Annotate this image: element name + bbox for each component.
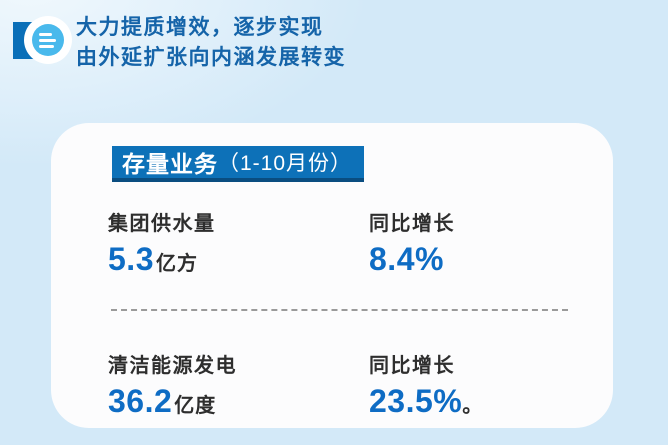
stat-label: 集团供水量 (108, 213, 216, 235)
list-menu-icon (13, 16, 75, 69)
stat-number: 5.3 (108, 241, 154, 277)
header-title-line1: 大力提质增效，逐步实现 (76, 16, 324, 39)
stat-water-growth: 同比增长 8.4% (369, 207, 455, 284)
stat-energy-growth: 同比增长 23.5%。 (369, 349, 482, 426)
header-titles: 大力提质增效，逐步实现 由外延扩张向内涵发展转变 (76, 13, 346, 73)
stat-value: 36.2 亿度 (108, 383, 237, 426)
stat-unit: 亿度 (174, 395, 217, 417)
stat-water-supply: 集团供水量 5.3 亿方 (108, 207, 216, 284)
stat-suffix: 。 (462, 395, 483, 417)
stat-number: 23.5% (369, 383, 463, 419)
stat-unit: 亿方 (155, 253, 198, 275)
stats-card: 存量业务 （1-10月份） 集团供水量 5.3 亿方 同比增长 8.4% 清洁能源… (51, 123, 613, 428)
icon-list-bar (39, 38, 56, 42)
stat-clean-energy: 清洁能源发电 36.2 亿度 (108, 349, 237, 426)
icon-circle-outer (24, 16, 72, 64)
icon-list-bar (39, 44, 54, 48)
stat-label: 同比增长 (369, 355, 455, 377)
stat-value: 5.3 亿方 (108, 241, 216, 284)
dashed-divider (111, 309, 568, 311)
stat-label: 清洁能源发电 (108, 355, 237, 377)
stat-value: 8.4% (369, 241, 455, 284)
header-title-line2: 由外延扩张向内涵发展转变 (76, 46, 346, 69)
stat-number: 8.4% (369, 241, 444, 277)
section-banner: 存量业务 （1-10月份） (112, 146, 365, 182)
header: 大力提质增效，逐步实现 由外延扩张向内涵发展转变 (0, 0, 668, 90)
icon-list-bar (39, 32, 52, 36)
stat-number: 36.2 (108, 383, 173, 419)
banner-title: 存量业务 (122, 151, 218, 177)
stat-label: 同比增长 (369, 213, 455, 235)
stat-value: 23.5%。 (369, 383, 482, 426)
banner-period: （1-10月份） (218, 152, 353, 175)
icon-circle-inner (32, 24, 64, 56)
